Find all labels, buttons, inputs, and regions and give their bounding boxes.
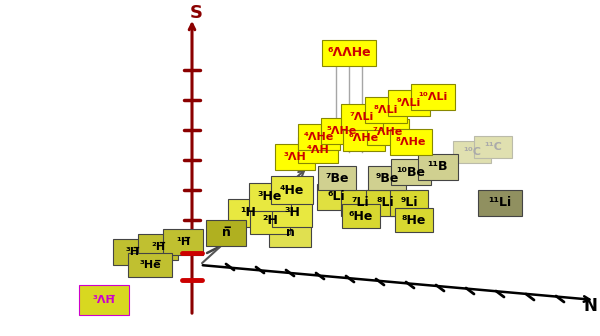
Bar: [343, 125, 385, 151]
Bar: [342, 204, 380, 228]
Bar: [453, 141, 491, 163]
Text: ⁸Li: ⁸Li: [376, 197, 394, 210]
Text: n: n: [286, 226, 295, 240]
Bar: [365, 97, 407, 123]
Bar: [275, 144, 315, 170]
Text: ⁴ΛHe: ⁴ΛHe: [304, 132, 334, 142]
Text: ¹H: ¹H: [240, 207, 256, 219]
Bar: [269, 219, 311, 247]
Text: ¹H̅: ¹H̅: [176, 237, 190, 247]
Text: ⁸ΛHe: ⁸ΛHe: [396, 137, 426, 147]
Text: ⁶Li: ⁶Li: [327, 191, 345, 204]
Text: ³H: ³H: [284, 207, 300, 219]
Bar: [317, 184, 355, 210]
Bar: [138, 234, 178, 260]
Bar: [250, 206, 290, 234]
Bar: [322, 40, 376, 66]
Text: S: S: [190, 4, 203, 22]
Bar: [79, 285, 129, 315]
Bar: [390, 190, 428, 216]
Text: N: N: [583, 297, 597, 315]
Text: ⁶ΛΛHe: ⁶ΛΛHe: [327, 46, 371, 59]
Text: ¹⁰C: ¹⁰C: [463, 147, 481, 157]
Text: ⁶ΛHe: ⁶ΛHe: [349, 133, 379, 143]
Bar: [367, 119, 409, 145]
Bar: [390, 129, 432, 155]
Text: ¹⁰Be: ¹⁰Be: [397, 166, 425, 178]
Text: ³ΛH̅: ³ΛH̅: [92, 295, 115, 305]
Bar: [318, 166, 356, 190]
Bar: [391, 159, 431, 185]
Text: ⁷ΛHe: ⁷ΛHe: [373, 127, 403, 137]
Bar: [163, 229, 203, 255]
Text: ¹¹C: ¹¹C: [484, 142, 502, 152]
Text: ³He̅: ³He̅: [139, 260, 161, 270]
Bar: [228, 199, 268, 227]
Text: ⁸He: ⁸He: [402, 213, 426, 226]
Bar: [321, 118, 363, 144]
Bar: [298, 137, 338, 163]
Bar: [388, 90, 430, 116]
Text: ³ΛH: ³ΛH: [284, 152, 307, 162]
Text: ⁹Be: ⁹Be: [376, 171, 398, 184]
Text: ⁹ΛLi: ⁹ΛLi: [397, 98, 421, 108]
Bar: [474, 136, 512, 158]
Text: ⁴ΛH: ⁴ΛH: [307, 145, 329, 155]
Text: ⁹Li: ⁹Li: [400, 197, 418, 210]
Bar: [113, 239, 153, 265]
Bar: [395, 208, 433, 232]
Bar: [418, 154, 458, 180]
Bar: [271, 176, 313, 204]
Text: ⁷ΛLi: ⁷ΛLi: [350, 112, 374, 122]
Text: ⁶He: ⁶He: [349, 210, 373, 222]
Bar: [128, 253, 172, 277]
Bar: [298, 124, 340, 150]
Bar: [478, 190, 522, 216]
Text: ⁵ΛHe: ⁵ΛHe: [327, 126, 357, 136]
Text: ⁷Li: ⁷Li: [351, 197, 369, 210]
Text: ¹¹Li: ¹¹Li: [488, 197, 512, 210]
Text: ⁴He: ⁴He: [280, 183, 304, 197]
Text: ¹⁰ΛLi: ¹⁰ΛLi: [418, 92, 448, 102]
Bar: [411, 84, 455, 110]
Text: ⁸ΛLi: ⁸ΛLi: [374, 105, 398, 115]
Text: ³He: ³He: [258, 191, 282, 204]
Bar: [206, 220, 246, 246]
Text: ²H̅: ²H̅: [151, 242, 165, 252]
Text: ²H: ²H: [262, 213, 278, 226]
Bar: [341, 104, 383, 130]
Bar: [341, 190, 379, 216]
Text: n̅: n̅: [221, 226, 230, 240]
Text: ⁷Be: ⁷Be: [325, 171, 349, 184]
Text: Z: Z: [296, 155, 308, 169]
Bar: [368, 166, 406, 190]
Bar: [249, 183, 291, 211]
Bar: [366, 190, 404, 216]
Text: ³H̅: ³H̅: [126, 247, 140, 257]
Bar: [272, 199, 312, 227]
Text: ¹¹B: ¹¹B: [428, 161, 448, 173]
